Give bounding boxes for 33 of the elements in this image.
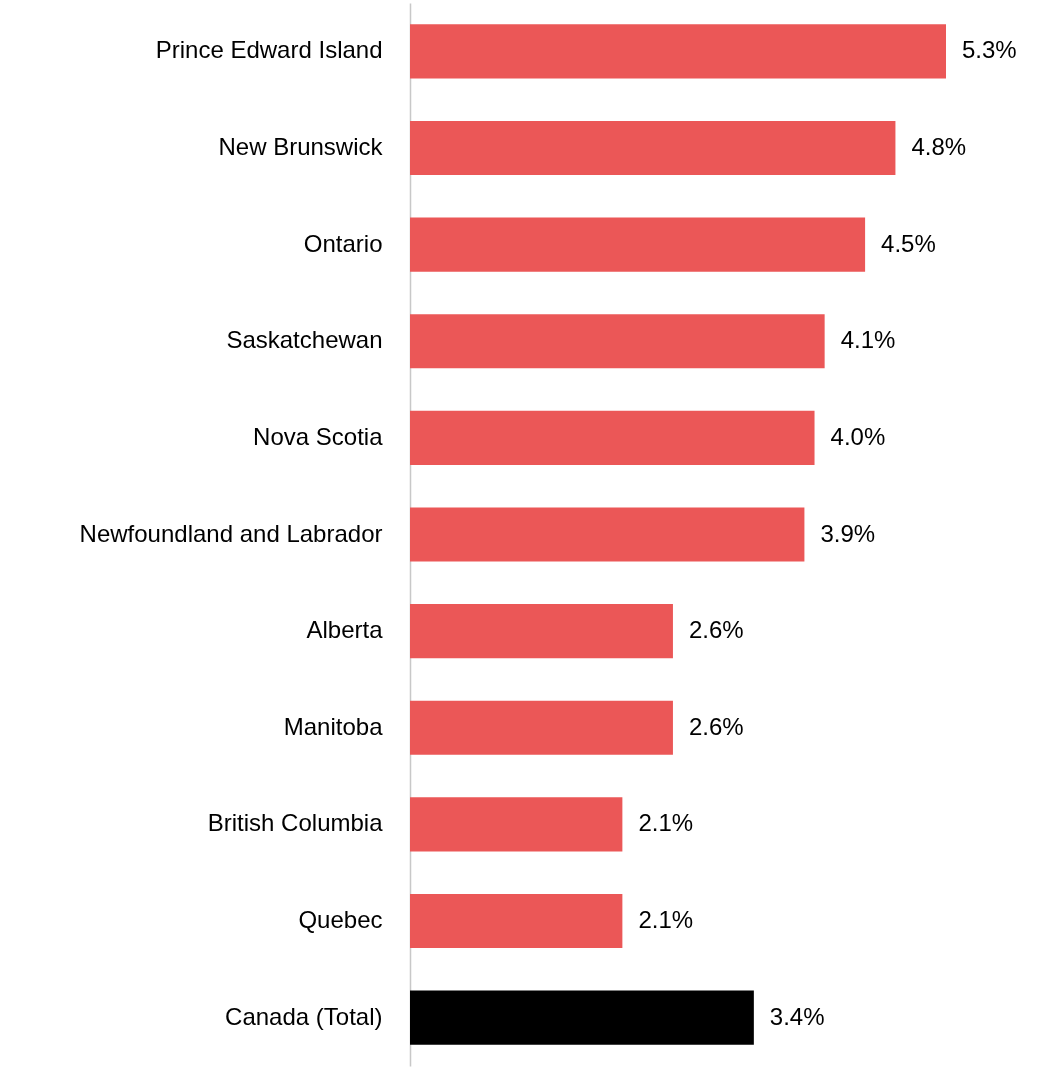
y-tick-label: Saskatchewan	[226, 326, 383, 354]
bar	[410, 120, 896, 176]
bar	[410, 410, 815, 465]
data-label: 4.5%	[881, 229, 936, 257]
y-tick-label: Prince Edward Island	[155, 36, 383, 64]
bar	[410, 797, 623, 852]
y-tick-label: Ontario	[303, 229, 383, 257]
bar	[410, 24, 946, 79]
y-tick-label: New Brunswick	[218, 132, 384, 160]
bar	[410, 990, 754, 1045]
data-label: 5.3%	[962, 36, 1017, 64]
y-tick-label: Manitoba	[283, 712, 384, 740]
bar	[410, 314, 825, 369]
bar	[410, 604, 673, 659]
y-tick-label: Newfoundland and Labrador	[79, 519, 383, 547]
y-tick-label: Alberta	[306, 616, 384, 644]
data-label: 2.6%	[688, 712, 744, 740]
bar	[410, 893, 623, 949]
y-tick-label: Quebec	[298, 906, 383, 934]
y-tick-label: Canada (Total)	[225, 1002, 383, 1030]
y-tick-label: British Columbia	[207, 809, 384, 837]
y-tick-label: Nova Scotia	[253, 422, 384, 450]
data-label: 3.9%	[820, 519, 876, 547]
data-label: 2.6%	[688, 616, 744, 644]
data-label: 4.1%	[840, 326, 896, 354]
data-label: 2.1%	[638, 809, 694, 837]
bar	[410, 700, 673, 755]
bar	[410, 217, 866, 272]
data-label: 3.4%	[769, 1002, 825, 1030]
bar	[410, 507, 805, 562]
data-label: 2.1%	[638, 906, 694, 934]
data-label: 4.0%	[830, 422, 886, 450]
data-label: 4.8%	[911, 132, 967, 160]
